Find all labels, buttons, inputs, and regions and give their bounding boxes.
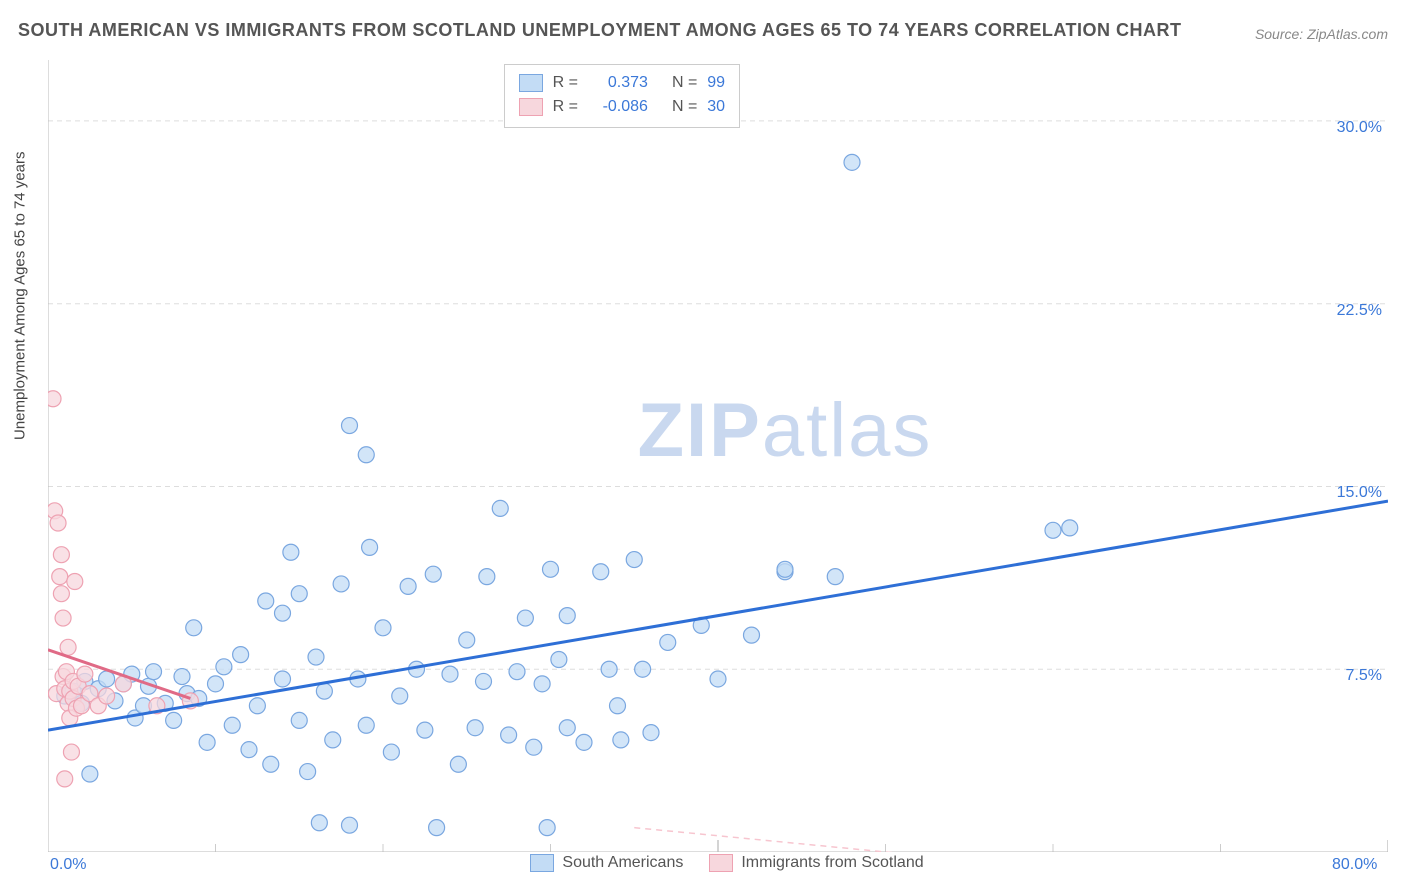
legend-swatch <box>519 98 543 116</box>
series-legend: South Americans Immigrants from Scotland <box>530 854 923 872</box>
legend-swatch <box>530 854 554 872</box>
correlation-legend-row: R =0.373N =99 <box>519 71 725 95</box>
legend-swatch <box>709 854 733 872</box>
y-axis-label: Unemployment Among Ages 65 to 74 years <box>12 151 29 440</box>
series-legend-item: Immigrants from Scotland <box>709 854 923 872</box>
svg-text:ZIPatlas: ZIPatlas <box>638 388 933 473</box>
correlation-legend-row: R =-0.086N =30 <box>519 95 725 119</box>
y-tick-label: 30.0% <box>1337 119 1382 137</box>
series-legend-label: Immigrants from Scotland <box>741 854 923 872</box>
y-tick-label: 7.5% <box>1346 667 1382 685</box>
source-attribution: Source: ZipAtlas.com <box>1255 26 1388 42</box>
y-tick-label: 15.0% <box>1337 484 1382 502</box>
series-legend-label: South Americans <box>562 854 683 872</box>
series-legend-item: South Americans <box>530 854 683 872</box>
x-tick-label: 80.0% <box>1332 856 1377 874</box>
scatter-plot: ZIPatlas <box>48 60 1388 852</box>
x-tick-label: 0.0% <box>50 856 86 874</box>
legend-swatch <box>519 74 543 92</box>
y-tick-label: 22.5% <box>1337 302 1382 320</box>
chart-title: SOUTH AMERICAN VS IMMIGRANTS FROM SCOTLA… <box>18 20 1182 41</box>
correlation-legend: R =0.373N =99R =-0.086N =30 <box>504 64 740 128</box>
plot-wrapper: ZIPatlas 7.5%15.0%22.5%30.0%0.0%80.0%R =… <box>48 60 1388 852</box>
